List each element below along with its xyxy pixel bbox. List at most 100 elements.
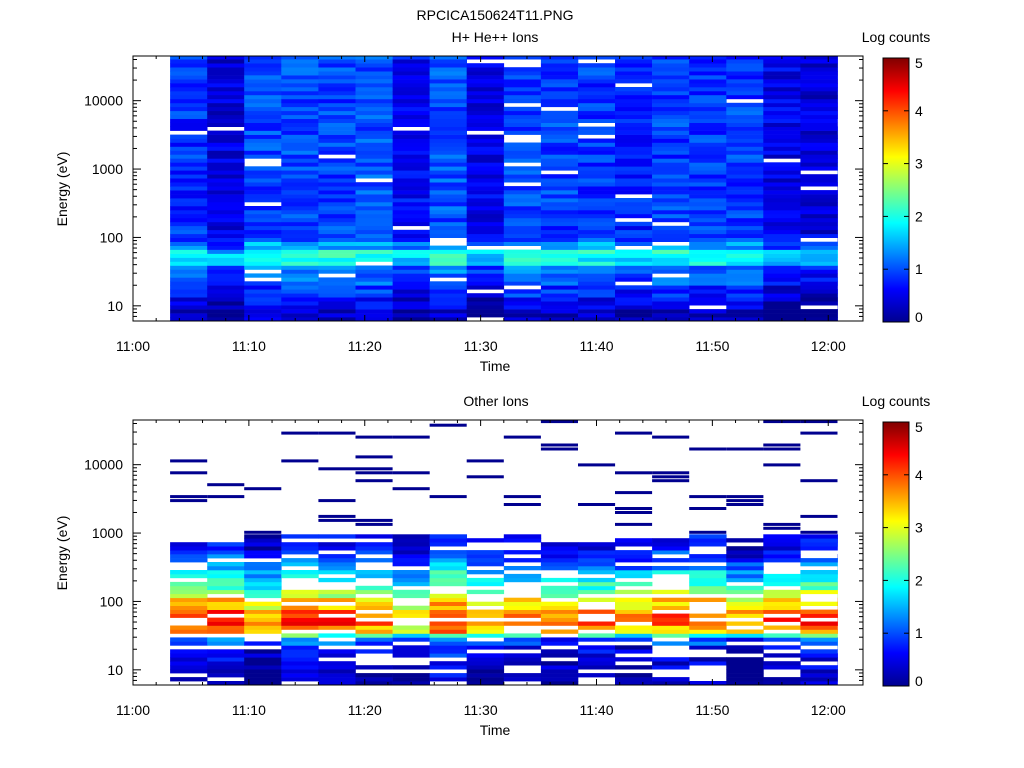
heatmap-cell [689, 209, 727, 215]
heatmap-cell [578, 75, 616, 80]
heatmap-cell [281, 265, 319, 270]
heatmap-cell [800, 649, 838, 654]
heatmap-cell [392, 435, 430, 439]
heatmap-cell [281, 459, 319, 463]
heatmap-cell [689, 56, 727, 60]
heatmap-cell [318, 94, 356, 100]
heatmap-cell [763, 233, 801, 238]
heatmap-cell [170, 265, 208, 270]
heatmap-cell [392, 98, 430, 104]
heatmap-cell [318, 467, 356, 471]
heatmap-cell [207, 83, 245, 88]
heatmap-cell [244, 649, 282, 654]
heatmap-cell [540, 265, 579, 270]
heatmap-cell [429, 629, 467, 634]
heatmap-cell [726, 317, 764, 322]
heatmap-cell [207, 277, 245, 282]
heatmap-cell [726, 206, 764, 211]
heatmap-cell [726, 657, 764, 662]
heatmap-cell [170, 146, 208, 151]
heatmap-cell [244, 83, 282, 88]
heatmap-cell [170, 665, 208, 670]
heatmap-cell [318, 87, 356, 92]
heatmap-cell [800, 198, 838, 203]
heatmap-cell [170, 253, 208, 258]
heatmap-cell [244, 249, 282, 254]
heatmap-cell [763, 98, 801, 104]
heatmap-cell [429, 56, 467, 60]
heatmap-cell [244, 198, 282, 203]
heatmap-cell [689, 174, 727, 179]
heatmap-cell [318, 83, 356, 88]
heatmap-cell [763, 661, 801, 666]
heatmap-cell [355, 301, 393, 306]
heatmap-cell [207, 285, 245, 290]
heatmap-cell [578, 202, 616, 207]
heatmap-cell [466, 71, 505, 76]
heatmap-cell [689, 138, 727, 143]
heatmap-cell [429, 63, 467, 68]
heatmap-cell [318, 198, 356, 203]
heatmap-cell [392, 581, 430, 587]
heatmap-cell [392, 154, 430, 159]
heatmap-cell [355, 162, 393, 167]
heatmap-cell [578, 585, 616, 591]
heatmap-cell [615, 102, 653, 108]
heatmap-cell [170, 601, 208, 606]
heatmap-cell [429, 554, 467, 559]
heatmap-cell [689, 213, 727, 219]
heatmap-cell [503, 265, 542, 270]
heatmap-cell [540, 301, 579, 306]
heatmap-cell [355, 118, 393, 123]
heatmap-cell [615, 471, 653, 475]
heatmap-cell [763, 221, 801, 227]
heatmap-cell [355, 673, 393, 678]
heatmap-cell [689, 253, 727, 258]
heatmap-cell [540, 562, 579, 567]
heatmap-cell [540, 289, 579, 294]
heatmap-cell [318, 301, 356, 306]
heatmap-cell [207, 166, 245, 171]
heatmap-cell [726, 253, 764, 258]
heatmap-cell [355, 198, 393, 203]
heatmap-cell [726, 241, 764, 246]
heatmap-cell [578, 158, 616, 163]
heatmap-cell [578, 126, 616, 131]
heatmap-cell [318, 566, 356, 571]
heatmap-cell [170, 209, 208, 215]
heatmap-cell [466, 202, 505, 207]
heatmap-cell [615, 63, 653, 68]
heatmap-cell [355, 589, 393, 595]
heatmap-cell [800, 641, 838, 646]
heatmap-cell [540, 75, 579, 80]
heatmap-cell [170, 225, 208, 231]
panel-bottom-title: Other Ions [463, 393, 528, 409]
heatmap-cell [578, 114, 616, 119]
heatmap-cell [578, 550, 616, 555]
heatmap-cell [244, 617, 282, 622]
heatmap-cell [355, 522, 393, 526]
heatmap-cell [281, 542, 319, 547]
heatmap-cell [652, 67, 690, 72]
heatmap-cell [355, 597, 393, 602]
heatmap-cell [244, 126, 282, 131]
heatmap-cell [318, 158, 356, 163]
heatmap-cell [429, 221, 467, 227]
heatmap-cell [689, 194, 727, 199]
heatmap-cell [207, 198, 245, 203]
heatmap-cell [763, 625, 801, 630]
x-tick-label: 11:50 [695, 702, 729, 718]
heatmap-cell [170, 605, 208, 610]
heatmap-cell [540, 186, 579, 191]
heatmap-cell [578, 503, 616, 506]
heatmap-cell [244, 106, 282, 112]
heatmap-cell [652, 261, 690, 266]
heatmap-cell [392, 170, 430, 175]
heatmap-cell [355, 237, 393, 242]
colorbar-tick-label: 0 [915, 309, 923, 325]
panel-top-colorbar [882, 57, 910, 323]
heatmap-cell [392, 233, 430, 238]
heatmap-cell [318, 665, 356, 670]
heatmap-cell [615, 649, 653, 654]
heatmap-cell [281, 534, 319, 539]
